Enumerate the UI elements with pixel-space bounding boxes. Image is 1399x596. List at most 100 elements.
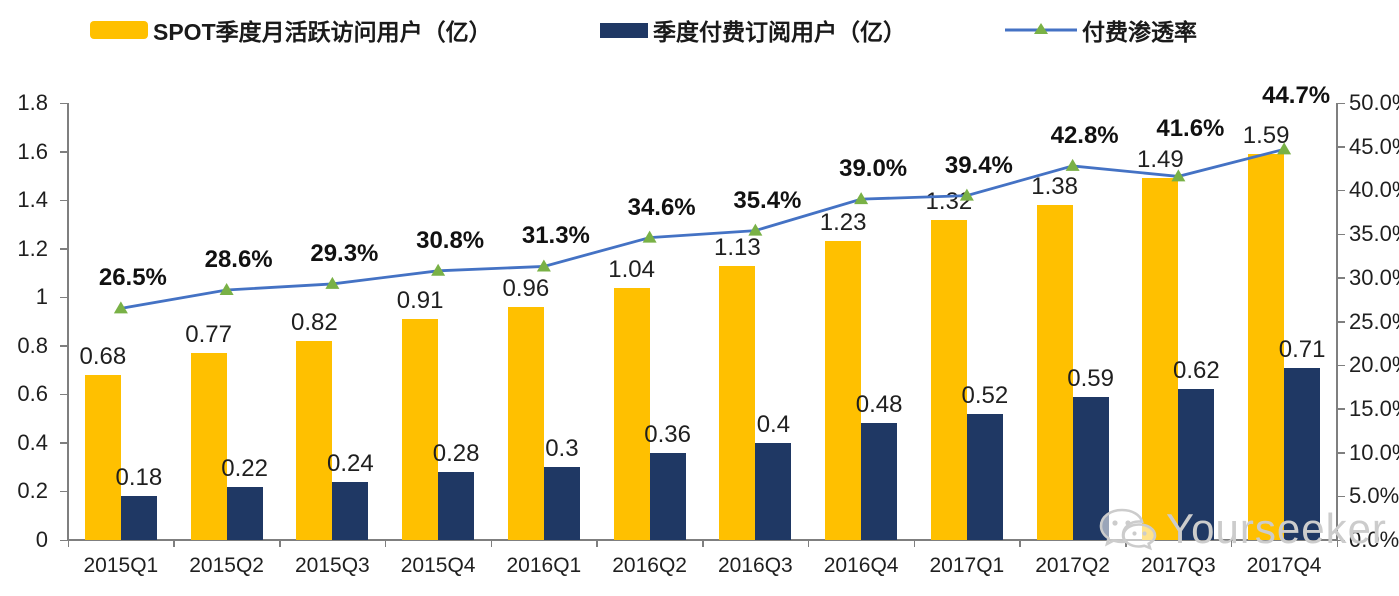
- bar-label-mau: 1.38: [1031, 172, 1078, 200]
- right-axis-tick-label: 0.0%: [1349, 527, 1399, 552]
- x-axis-line: [68, 539, 1338, 541]
- penetration-label: 39.4%: [944, 151, 1013, 179]
- left-axis-tick-label: 0.2: [17, 478, 48, 504]
- left-axis-tick: [60, 442, 68, 444]
- bar-paid-2016Q4: [861, 423, 898, 540]
- line-marker-legend-swatch: [1005, 23, 1077, 34]
- left-axis-line: [67, 103, 69, 540]
- bar-paid-2015Q3: [332, 481, 369, 540]
- bar-paid-2017Q1: [966, 413, 1003, 540]
- legend-item-paid: 季度付费订阅用户（亿）: [600, 14, 906, 46]
- right-axis-line: [1336, 103, 1338, 540]
- bar-paid-2015Q4: [438, 472, 475, 540]
- left-axis-tick: [60, 151, 68, 153]
- paid-legend-label: 季度付费订阅用户（亿）: [653, 19, 906, 45]
- right-axis-tick-label: 40.0%: [1349, 177, 1399, 203]
- x-axis-category-label: 2017Q2: [1035, 554, 1110, 577]
- penetration-label: 34.6%: [627, 193, 696, 221]
- bar-label-paid: 0.52: [961, 381, 1009, 409]
- right-axis-tick: [1337, 189, 1345, 192]
- right-axis-tick-label: 50.0%: [1349, 90, 1399, 115]
- triangle-marker: [642, 230, 657, 243]
- bar-mau-2016Q1: [507, 306, 544, 540]
- left-axis-tick: [60, 490, 68, 493]
- right-axis-tick-label: 20.0%: [1349, 352, 1399, 378]
- triangle-marker: [113, 301, 128, 314]
- right-axis-tick: [1337, 539, 1345, 541]
- bar-paid-2017Q2: [1072, 396, 1109, 540]
- x-axis-tick: [384, 540, 387, 547]
- triangle-marker: [325, 276, 340, 289]
- bar-label-mau: 1.04: [608, 255, 655, 283]
- x-axis-category-label: 2017Q3: [1141, 554, 1216, 577]
- x-axis-category-label: 2015Q1: [83, 554, 159, 577]
- right-axis-tick-label: 45.0%: [1349, 133, 1399, 159]
- bar-mau-2015Q2: [190, 353, 227, 540]
- right-axis-tick: [1337, 277, 1345, 279]
- bar-label-mau: 0.68: [79, 342, 127, 370]
- bar-label-mau: 0.82: [291, 308, 338, 336]
- x-axis-tick: [67, 540, 69, 547]
- right-axis-tick: [1337, 146, 1345, 148]
- bar-label-paid: 0.4: [756, 410, 791, 438]
- left-axis-tick-label: 0: [35, 527, 48, 552]
- bar-label-paid: 0.59: [1067, 364, 1114, 392]
- bar-mau-2016Q2: [613, 287, 650, 540]
- x-axis-category-label: 2016Q2: [612, 554, 687, 577]
- triangle-marker: [536, 259, 551, 272]
- left-axis-tick-label: 1.8: [17, 90, 48, 115]
- bar-label-mau: 0.91: [396, 287, 444, 315]
- right-axis-tick: [1337, 364, 1345, 367]
- x-axis-tick: [1125, 540, 1127, 547]
- bar-paid-2017Q3: [1178, 389, 1215, 540]
- penetration-legend-label: 付费渗透率: [1082, 19, 1197, 45]
- bar-label-mau: 0.96: [502, 274, 550, 302]
- bar-mau-2017Q1: [930, 219, 967, 540]
- penetration-line: [120, 147, 1285, 310]
- wechat-icon: [1099, 508, 1157, 551]
- left-axis-tick: [60, 345, 68, 347]
- x-axis-tick: [173, 540, 175, 547]
- legend-item-mau: SPOT季度月活跃访问用户（亿）: [90, 14, 492, 46]
- x-axis-tick: [1336, 540, 1338, 547]
- bar-label-paid: 0.18: [115, 464, 163, 492]
- bar-paid-2015Q1: [120, 496, 157, 540]
- bar-label-mau: 1.13: [714, 233, 761, 261]
- x-axis-tick: [1019, 540, 1021, 547]
- bar-label-mau: 1.59: [1242, 121, 1290, 149]
- right-axis-tick-label: 15.0%: [1349, 395, 1399, 421]
- bar-label-paid: 0.28: [432, 440, 480, 468]
- penetration-label: 30.8%: [416, 226, 485, 254]
- triangle-marker: [219, 283, 234, 296]
- penetration-label: 28.6%: [204, 246, 273, 274]
- x-axis-tick: [596, 540, 598, 547]
- left-axis-tick-label: 1: [35, 284, 48, 310]
- right-axis-tick-label: 5.0%: [1349, 483, 1399, 509]
- left-axis-tick: [60, 539, 68, 541]
- watermark: Yourseeker: [1098, 505, 1387, 553]
- triangle-marker: [431, 263, 446, 276]
- left-axis-tick: [60, 199, 68, 202]
- bar-paid-2016Q1: [543, 467, 580, 540]
- x-axis-tick: [1230, 540, 1233, 547]
- mau-legend-label: SPOT季度月活跃访问用户（亿）: [153, 19, 492, 45]
- watermark-text: Yourseeker: [1166, 505, 1387, 552]
- left-axis-tick-label: 0.4: [17, 429, 48, 455]
- penetration-label: 39.0%: [839, 155, 908, 183]
- bar-label-paid: 0.36: [644, 420, 691, 448]
- penetration-label: 31.3%: [521, 222, 590, 250]
- left-axis-tick: [60, 296, 68, 299]
- penetration-label: 35.4%: [733, 186, 802, 214]
- right-axis-tick: [1337, 102, 1345, 104]
- bar-label-paid: 0.24: [327, 449, 374, 477]
- right-axis-tick: [1337, 408, 1345, 410]
- bar-mau-2015Q3: [296, 340, 333, 540]
- bar-label-paid: 0.71: [1278, 335, 1326, 363]
- penetration-label: 41.6%: [1156, 115, 1225, 143]
- bar-label-paid: 0.48: [855, 391, 903, 419]
- left-axis-tick-label: 1.4: [17, 187, 48, 213]
- x-axis-category-label: 2016Q4: [823, 554, 899, 577]
- x-axis-tick: [702, 540, 704, 547]
- bar-paid-2016Q3: [755, 442, 792, 540]
